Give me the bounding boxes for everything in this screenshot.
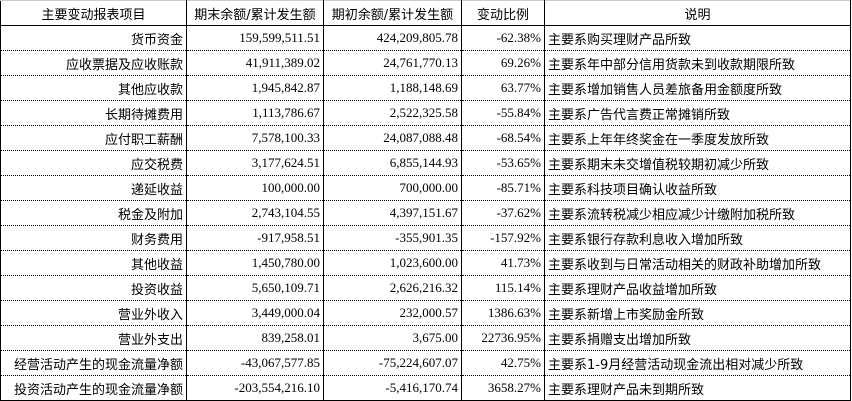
row-end-balance: 1,945,842.87 [186, 75, 324, 101]
row-item: 货币资金 [0, 25, 187, 51]
row-change-ratio: 63.77% [461, 75, 545, 101]
row-begin-balance: 2,522,325.58 [323, 100, 462, 126]
row-begin-balance: 3,675.00 [323, 325, 462, 351]
row-begin-balance: -5,416,170.74 [323, 375, 462, 401]
row-note: 主要系期末未交增值税较期初减少所致 [544, 150, 851, 176]
row-note: 主要系购买理财产品所致 [544, 25, 851, 51]
table-row: 应付职工薪酬 7,578,100.33 24,087,088.48 -68.54% 主要… [0, 125, 851, 151]
table-row: 其他收益 1,450,780.00 1,023,600.00 41.73% 主要系收到与… [0, 250, 851, 276]
table-row: 长期待摊费用 1,113,786.67 2,522,325.58 -55.84% 主要系… [0, 100, 851, 126]
header-note: 说明 [544, 0, 851, 26]
header-row: 主要变动报表项目 期末余额/累计发生额 期初余额/累计发生额 变动比例 说明 [0, 0, 851, 26]
row-note: 主要系理财产品未到期所致 [544, 375, 851, 401]
row-end-balance: -43,067,577.85 [186, 350, 324, 376]
row-item: 递延收益 [0, 175, 187, 201]
row-change-ratio: 42.75% [461, 350, 545, 376]
row-end-balance: 41,911,389.02 [186, 50, 324, 76]
row-begin-balance: 4,397,151.67 [323, 200, 462, 226]
table-row: 货币资金 159,599,511.51 424,209,805.78 -62.38% 主… [0, 25, 851, 51]
row-note: 主要系1-9月经营活动现金流出相对减少所致 [544, 350, 851, 376]
row-item: 财务费用 [0, 225, 187, 251]
table-row: 投资收益 5,650,109.71 2,626,216.32 115.14% 主要系理财… [0, 275, 851, 301]
row-change-ratio: 22736.95% [461, 325, 545, 351]
row-item: 投资收益 [0, 275, 187, 301]
header-begin-balance: 期初余额/累计发生额 [323, 0, 462, 26]
table-row: 税金及附加 2,743,104.55 4,397,151.67 -37.62% 主要系流… [0, 200, 851, 226]
row-end-balance: 1,113,786.67 [186, 100, 324, 126]
row-change-ratio: 3658.27% [461, 375, 545, 401]
header-item: 主要变动报表项目 [0, 0, 187, 26]
row-change-ratio: -55.84% [461, 100, 545, 126]
table-row: 营业外收入 3,449,000.04 232,000.57 1386.63% 主要系新增… [0, 300, 851, 326]
row-end-balance: -917,958.51 [186, 225, 324, 251]
row-begin-balance: 24,761,770.13 [323, 50, 462, 76]
row-begin-balance: 1,023,600.00 [323, 250, 462, 276]
row-begin-balance: -355,901.35 [323, 225, 462, 251]
row-note: 主要系银行存款利息收入增加所致 [544, 225, 851, 251]
table-row: 应收票据及应收账款 41,911,389.02 24,761,770.13 69.26… [0, 50, 851, 76]
row-change-ratio: -157.92% [461, 225, 545, 251]
table-row: 其他应收款 1,945,842.87 1,188,148.69 63.77% 主要系增加… [0, 75, 851, 101]
row-begin-balance: 700,000.00 [323, 175, 462, 201]
row-begin-balance: 1,188,148.69 [323, 75, 462, 101]
row-end-balance: 7,578,100.33 [186, 125, 324, 151]
row-end-balance: 1,450,780.00 [186, 250, 324, 276]
row-note: 主要系科技项目确认收益所致 [544, 175, 851, 201]
row-item: 营业外收入 [0, 300, 187, 326]
row-item: 其他应收款 [0, 75, 187, 101]
row-note: 主要系捐赠支出增加所致 [544, 325, 851, 351]
row-change-ratio: 41.73% [461, 250, 545, 276]
row-end-balance: -203,554,216.10 [186, 375, 324, 401]
row-change-ratio: -53.65% [461, 150, 545, 176]
row-end-balance: 839,258.01 [186, 325, 324, 351]
row-end-balance: 3,177,624.51 [186, 150, 324, 176]
row-change-ratio: 1386.63% [461, 300, 545, 326]
row-end-balance: 100,000.00 [186, 175, 324, 201]
row-begin-balance: 6,855,144.93 [323, 150, 462, 176]
row-change-ratio: 69.26% [461, 50, 545, 76]
row-note: 主要系上年年终奖金在一季度发放所致 [544, 125, 851, 151]
row-change-ratio: -68.54% [461, 125, 545, 151]
row-item: 其他收益 [0, 250, 187, 276]
table-row: 财务费用 -917,958.51 -355,901.35 -157.92% 主要系银行存… [0, 225, 851, 251]
row-begin-balance: 24,087,088.48 [323, 125, 462, 151]
row-note: 主要系广告代言费正常摊销所致 [544, 100, 851, 126]
row-note: 主要系年中部分信用货款未到收款期限所致 [544, 50, 851, 76]
row-item: 应收票据及应收账款 [0, 50, 187, 76]
table-row: 营业外支出 839,258.01 3,675.00 22736.95% 主要系捐赠支出增… [0, 325, 851, 351]
row-end-balance: 3,449,000.04 [186, 300, 324, 326]
row-change-ratio: 115.14% [461, 275, 545, 301]
row-begin-balance: 2,626,216.32 [323, 275, 462, 301]
row-end-balance: 5,650,109.71 [186, 275, 324, 301]
row-note: 主要系增加销售人员差旅备用金额度所致 [544, 75, 851, 101]
table-row: 应交税费 3,177,624.51 6,855,144.93 -53.65% 主要系期末… [0, 150, 851, 176]
header-end-balance: 期末余额/累计发生额 [186, 0, 324, 26]
row-note: 主要系理财产品收益增加所致 [544, 275, 851, 301]
row-begin-balance: -75,224,607.07 [323, 350, 462, 376]
row-item: 经营活动产生的现金流量净额 [0, 350, 187, 376]
row-note: 主要系流转税减少相应减少计缴附加税所致 [544, 200, 851, 226]
row-begin-balance: 232,000.57 [323, 300, 462, 326]
row-item: 应交税费 [0, 150, 187, 176]
row-item: 长期待摊费用 [0, 100, 187, 126]
row-item: 税金及附加 [0, 200, 187, 226]
row-note: 主要系新增上市奖励金所致 [544, 300, 851, 326]
row-item: 营业外支出 [0, 325, 187, 351]
row-end-balance: 159,599,511.51 [186, 25, 324, 51]
row-change-ratio: -62.38% [461, 25, 545, 51]
table-row: 投资活动产生的现金流量净额 -203,554,216.10 -5,416,170.7… [0, 375, 851, 401]
row-begin-balance: 424,209,805.78 [323, 25, 462, 51]
row-item: 投资活动产生的现金流量净额 [0, 375, 187, 401]
header-change-ratio: 变动比例 [461, 0, 545, 26]
table-row: 经营活动产生的现金流量净额 -43,067,577.85 -75,224,607.0… [0, 350, 851, 376]
row-note: 主要系收到与日常活动相关的财政补助增加所致 [544, 250, 851, 276]
table-row: 递延收益 100,000.00 700,000.00 -85.71% 主要系科技项目确认… [0, 175, 851, 201]
row-item: 应付职工薪酬 [0, 125, 187, 151]
row-end-balance: 2,743,104.55 [186, 200, 324, 226]
row-change-ratio: -85.71% [461, 175, 545, 201]
row-change-ratio: -37.62% [461, 200, 545, 226]
